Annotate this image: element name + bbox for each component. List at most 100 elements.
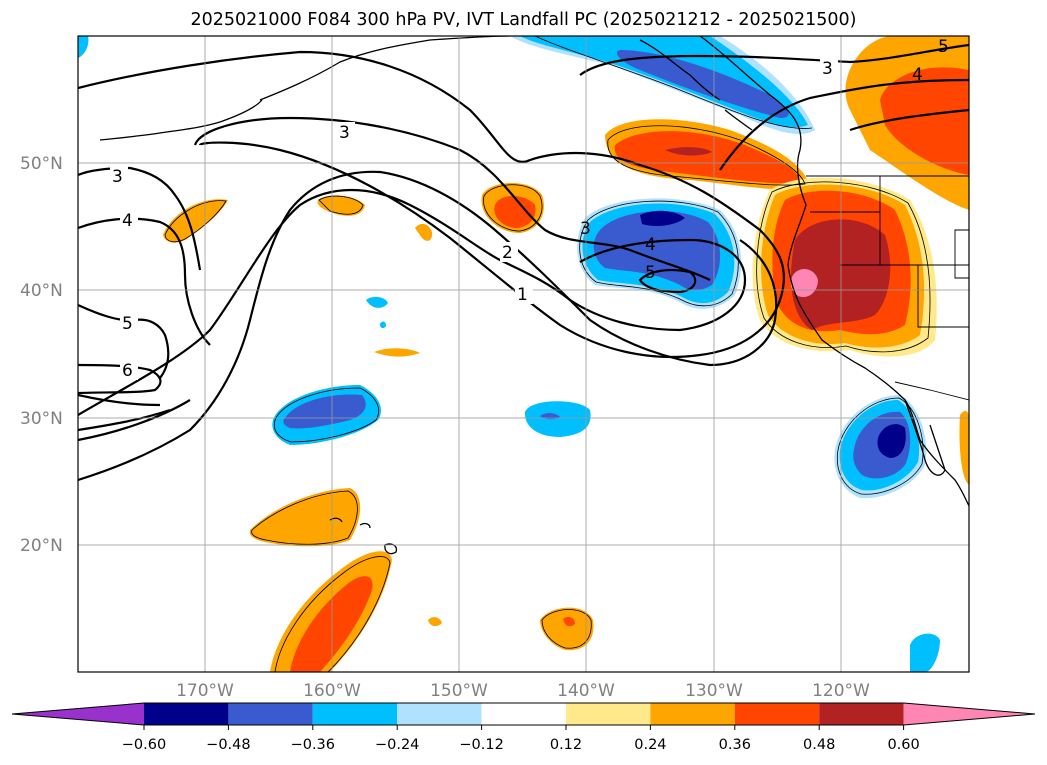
outline-south-2 [541, 609, 592, 649]
contour-pv-extra-3 [78, 408, 171, 432]
border-us-mexico [894, 381, 969, 401]
contour-label-3-north: 3 [822, 59, 833, 79]
border-states-3 [810, 211, 880, 266]
outline-orange-1 [483, 184, 543, 232]
pv-contours [78, 43, 969, 482]
anomaly-small-red-1 [494, 196, 536, 228]
contour-pv-3-outer [78, 166, 202, 271]
outline-west [756, 181, 931, 353]
contour-label-3-center: 3 [580, 219, 591, 239]
border-states-4 [954, 229, 969, 279]
lat-label-30n: 30°N [20, 409, 63, 429]
anomaly-baja-navy [877, 424, 906, 458]
contour-pv-extra-1 [638, 269, 697, 294]
contour-label-4-center: 4 [645, 235, 656, 255]
lat-label-20n: 20°N [20, 536, 63, 556]
coast-aleutians [99, 99, 263, 141]
colorbar-label-2: −0.48 [206, 737, 250, 753]
anomaly-tiny-orange [428, 617, 442, 627]
contour-label-4-north: 4 [912, 65, 923, 85]
map-title: 2025021000 F084 300 hPa PV, IVT Landfall… [190, 10, 857, 30]
graticule [78, 36, 969, 672]
colorbar-label-10: 0.60 [887, 737, 919, 753]
colorbar-bin-8 [734, 703, 820, 725]
outline-baja [836, 397, 924, 495]
contour-label-1: 1 [517, 285, 528, 305]
lat-label-40n: 40°N [20, 281, 63, 301]
anomaly-bc-red [614, 131, 800, 184]
map-frame [77, 35, 970, 673]
anomaly-right-edge-orange [959, 410, 969, 485]
contour-pv-2 [78, 189, 747, 416]
colorbar-label-6: 0.12 [550, 737, 582, 753]
colorbar-ticks [143, 725, 905, 730]
contour-pv-6-left [78, 363, 162, 395]
colorbar: −0.60 −0.48 −0.36 −0.24 −0.12 0.12 0.24 … [11, 702, 1036, 753]
lat-label-50n: 50°N [20, 154, 63, 174]
contour-pv-5-left [78, 303, 170, 379]
colorbar-bin-4 [397, 703, 482, 725]
borders [806, 175, 969, 401]
lon-label-140w: 140°W [557, 681, 615, 701]
lon-axis-labels: 170°W 160°W 150°W 140°W 130°W 120°W [176, 681, 870, 701]
outline-south [274, 556, 391, 672]
colorbar-bin-6 [566, 703, 651, 725]
colorbar-label-9: 0.48 [803, 737, 835, 753]
colorbar-label-7: 0.24 [634, 737, 666, 753]
contour-label-3-mid: 3 [339, 123, 350, 143]
anomaly-mid-blue-1 [283, 394, 366, 429]
outline-mid-1 [273, 387, 379, 443]
colorbar-bin-9 [819, 703, 904, 725]
colorbar-label-3: −0.36 [291, 737, 335, 753]
colorbar-bin-5 [481, 703, 566, 725]
anomaly-hawaii-orange [249, 488, 361, 547]
coast-north-america [699, 36, 969, 507]
anomaly-center-navy [640, 210, 685, 226]
anomaly-bc-darkred [665, 147, 712, 156]
anomaly-south-red-2 [563, 616, 575, 627]
contour-label-2: 2 [502, 243, 513, 263]
lat-axis-labels: 50°N 40°N 30°N 20°N [20, 154, 63, 556]
anomaly-ne-red [880, 67, 969, 175]
anomaly-south-orange-2 [540, 607, 594, 651]
anomaly-outlines [164, 36, 931, 672]
contour-pv-3-north [579, 43, 969, 76]
outline-center [579, 200, 739, 307]
colorbar-label-8: 0.36 [719, 737, 751, 753]
outline-bc [607, 125, 806, 186]
anomaly-nw-cyan [78, 36, 89, 58]
colorbar-low-extension [12, 703, 144, 725]
lon-label-150w: 150°W [430, 681, 488, 701]
colorbar-tick-labels: −0.60 −0.48 −0.36 −0.24 −0.12 0.12 0.24 … [122, 737, 920, 753]
contour-label-5-center: 5 [645, 263, 656, 283]
anomaly-north-blue [616, 50, 789, 118]
map-area: 3 4 5 6 3 2 1 3 4 5 3 4 5 [78, 36, 969, 672]
contour-pv-extra-2 [78, 393, 161, 407]
anomaly-south-red [290, 576, 373, 672]
colorbar-label-1: −0.60 [122, 737, 166, 753]
colorbar-label-5: −0.12 [459, 737, 503, 753]
coast-baja [904, 399, 946, 476]
coast-hawaii [329, 517, 398, 555]
anomaly-small-cyan [366, 296, 388, 308]
contour-label-6-left: 6 [122, 361, 133, 381]
colorbar-bin-1 [144, 703, 229, 725]
anomaly-se-cyan [910, 633, 940, 672]
contour-label-3-left: 3 [112, 167, 123, 187]
contour-pv-extra-4 [78, 399, 191, 442]
contour-pv-3-big [193, 116, 711, 281]
lon-label-170w: 170°W [176, 681, 234, 701]
contour-pv-5-north [849, 108, 969, 132]
outline-north [534, 36, 813, 129]
contour-label-5-left: 5 [122, 314, 133, 334]
contour-label-group: 3 4 5 6 3 2 1 3 4 5 3 4 5 [110, 37, 949, 381]
coast-alaska [259, 36, 511, 101]
outline-hawaii [251, 490, 358, 545]
colorbar-bin-3 [312, 703, 398, 725]
lon-label-120w: 120°W [812, 681, 870, 701]
border-states-2 [917, 265, 969, 328]
lon-label-160w: 160°W [303, 681, 361, 701]
anomaly-left-orange-4 [374, 348, 420, 357]
colorbar-bin-2 [228, 703, 313, 725]
